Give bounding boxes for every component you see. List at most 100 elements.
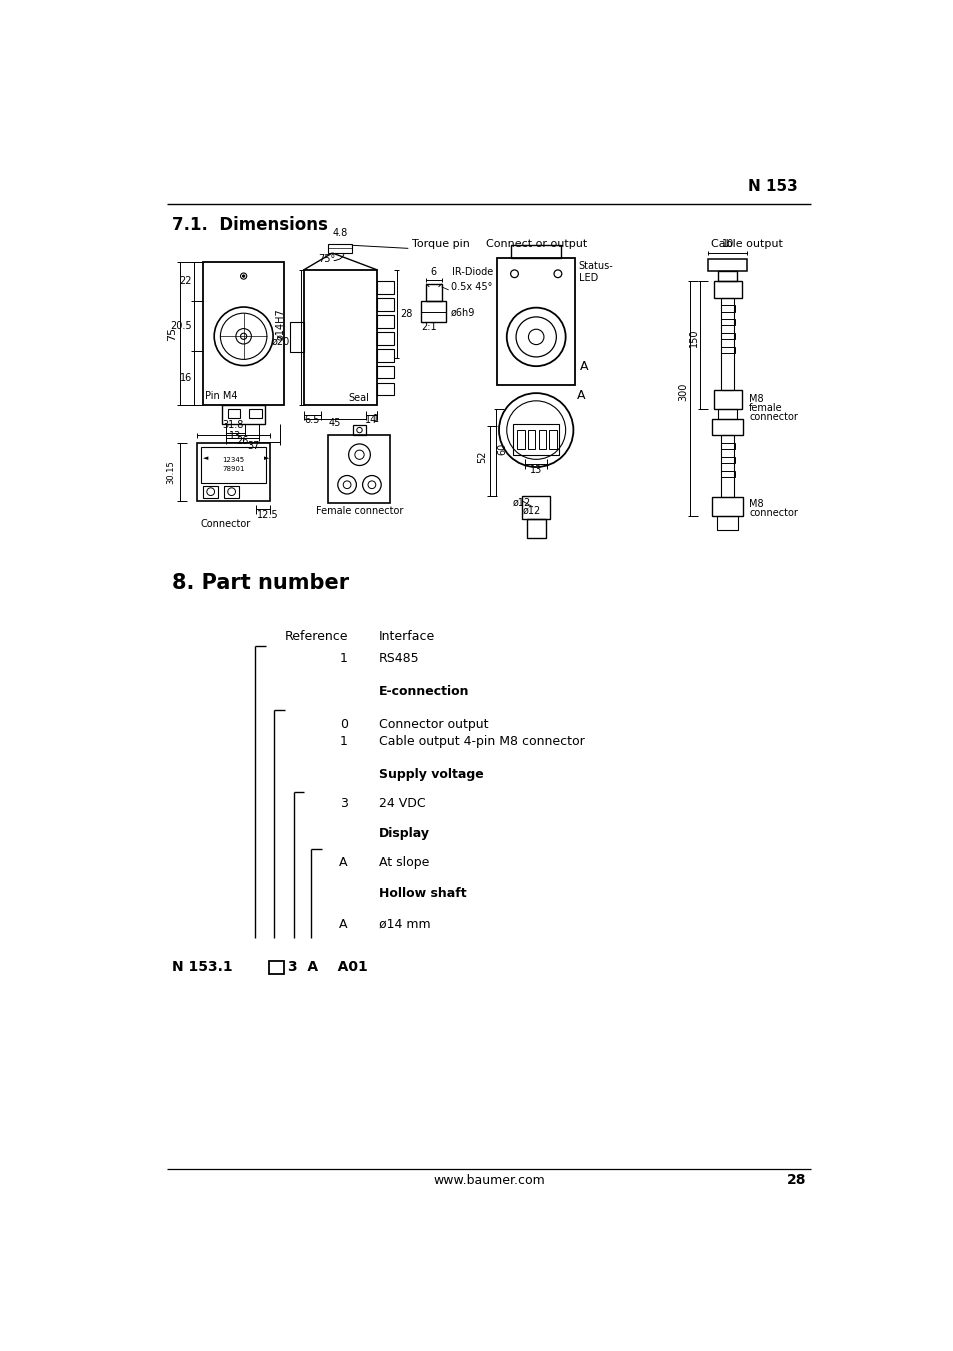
Bar: [718, 272, 736, 281]
Text: 1: 1: [373, 413, 378, 424]
Bar: [377, 281, 394, 293]
Text: connector: connector: [748, 412, 798, 422]
Circle shape: [242, 274, 245, 277]
Text: RS485: RS485: [378, 653, 419, 665]
Text: connector: connector: [748, 508, 798, 519]
Text: 1: 1: [339, 653, 348, 665]
Bar: [497, 258, 575, 385]
Bar: [527, 430, 535, 450]
Bar: [200, 447, 266, 484]
Text: 26: 26: [236, 436, 249, 446]
Text: Connector: Connector: [200, 519, 251, 530]
Text: ø6h9: ø6h9: [451, 308, 475, 317]
Text: 16: 16: [180, 373, 192, 382]
Bar: [196, 443, 270, 501]
Text: Supply voltage: Supply voltage: [378, 767, 483, 781]
Bar: [517, 430, 524, 450]
Bar: [203, 262, 284, 405]
Bar: [377, 315, 394, 328]
Text: female: female: [748, 403, 782, 413]
Text: 28: 28: [785, 1173, 805, 1188]
Text: 60: 60: [497, 443, 507, 455]
Text: A: A: [339, 857, 348, 869]
Text: A: A: [579, 359, 587, 373]
Text: 4.8: 4.8: [333, 228, 348, 238]
Text: 12345: 12345: [222, 457, 244, 463]
Text: 37: 37: [247, 440, 259, 451]
Text: N 153: N 153: [747, 180, 797, 195]
Text: 14: 14: [365, 415, 376, 426]
Bar: [377, 384, 394, 396]
Text: ◄: ◄: [203, 455, 208, 461]
Bar: [718, 409, 736, 419]
Bar: [377, 299, 394, 311]
Bar: [377, 349, 394, 362]
Text: ø12: ø12: [513, 497, 531, 508]
Text: E-connection: E-connection: [378, 685, 469, 698]
Text: 0.5x 45°: 0.5x 45°: [451, 282, 492, 292]
Text: 30.15: 30.15: [166, 459, 174, 484]
Bar: [537, 430, 546, 450]
Bar: [549, 430, 557, 450]
Bar: [720, 347, 734, 353]
Text: 13: 13: [530, 465, 541, 476]
Text: A: A: [339, 917, 348, 931]
Bar: [526, 519, 545, 538]
Text: N 153.1: N 153.1: [172, 959, 233, 974]
Text: 3: 3: [339, 797, 348, 811]
Text: ø20: ø20: [272, 336, 290, 347]
Bar: [720, 334, 734, 339]
Bar: [711, 497, 742, 516]
Text: Female connector: Female connector: [315, 507, 403, 516]
Text: M8: M8: [748, 393, 763, 404]
Text: 7.1.  Dimensions: 7.1. Dimensions: [172, 216, 328, 234]
Text: ø12: ø12: [521, 505, 540, 515]
Text: 28: 28: [400, 309, 413, 319]
Bar: [228, 408, 240, 417]
Text: 300: 300: [678, 382, 688, 400]
Bar: [426, 284, 441, 301]
Text: Status-
LED: Status- LED: [578, 262, 613, 282]
Text: Pin M4: Pin M4: [205, 390, 237, 400]
Bar: [421, 301, 446, 323]
Bar: [720, 457, 734, 463]
Bar: [720, 435, 733, 497]
Text: 78901: 78901: [222, 466, 244, 471]
Text: At slope: At slope: [378, 857, 429, 869]
Text: www.baumer.com: www.baumer.com: [433, 1174, 544, 1188]
Bar: [720, 471, 734, 477]
Text: 6.5: 6.5: [304, 415, 319, 426]
Bar: [513, 424, 558, 455]
Bar: [521, 496, 550, 519]
Text: 1: 1: [339, 735, 348, 747]
Text: Display: Display: [378, 827, 430, 840]
Bar: [713, 390, 740, 409]
Bar: [328, 243, 352, 253]
Text: ø14 mm: ø14 mm: [378, 917, 430, 931]
Text: 8. Part number: 8. Part number: [172, 573, 349, 593]
Bar: [707, 259, 746, 272]
Text: 52: 52: [476, 450, 486, 463]
Text: 22: 22: [179, 277, 192, 286]
Bar: [720, 443, 734, 450]
Bar: [290, 322, 303, 353]
Bar: [377, 332, 394, 345]
Bar: [711, 419, 742, 435]
Bar: [720, 319, 734, 326]
Bar: [511, 245, 560, 258]
Bar: [377, 366, 394, 378]
Bar: [224, 485, 239, 497]
Bar: [720, 297, 733, 390]
Bar: [222, 405, 265, 424]
Text: Seal: Seal: [348, 393, 369, 403]
Bar: [353, 424, 365, 435]
Text: 75: 75: [167, 327, 176, 340]
Bar: [716, 516, 738, 530]
Text: Torque pin: Torque pin: [412, 239, 470, 249]
Text: ø14H7: ø14H7: [275, 308, 285, 339]
Bar: [303, 270, 377, 405]
Text: 13: 13: [229, 431, 241, 442]
Text: Connector output: Connector output: [378, 717, 488, 731]
Text: IR-Diode: IR-Diode: [452, 267, 493, 277]
Text: 20.5: 20.5: [171, 320, 192, 331]
